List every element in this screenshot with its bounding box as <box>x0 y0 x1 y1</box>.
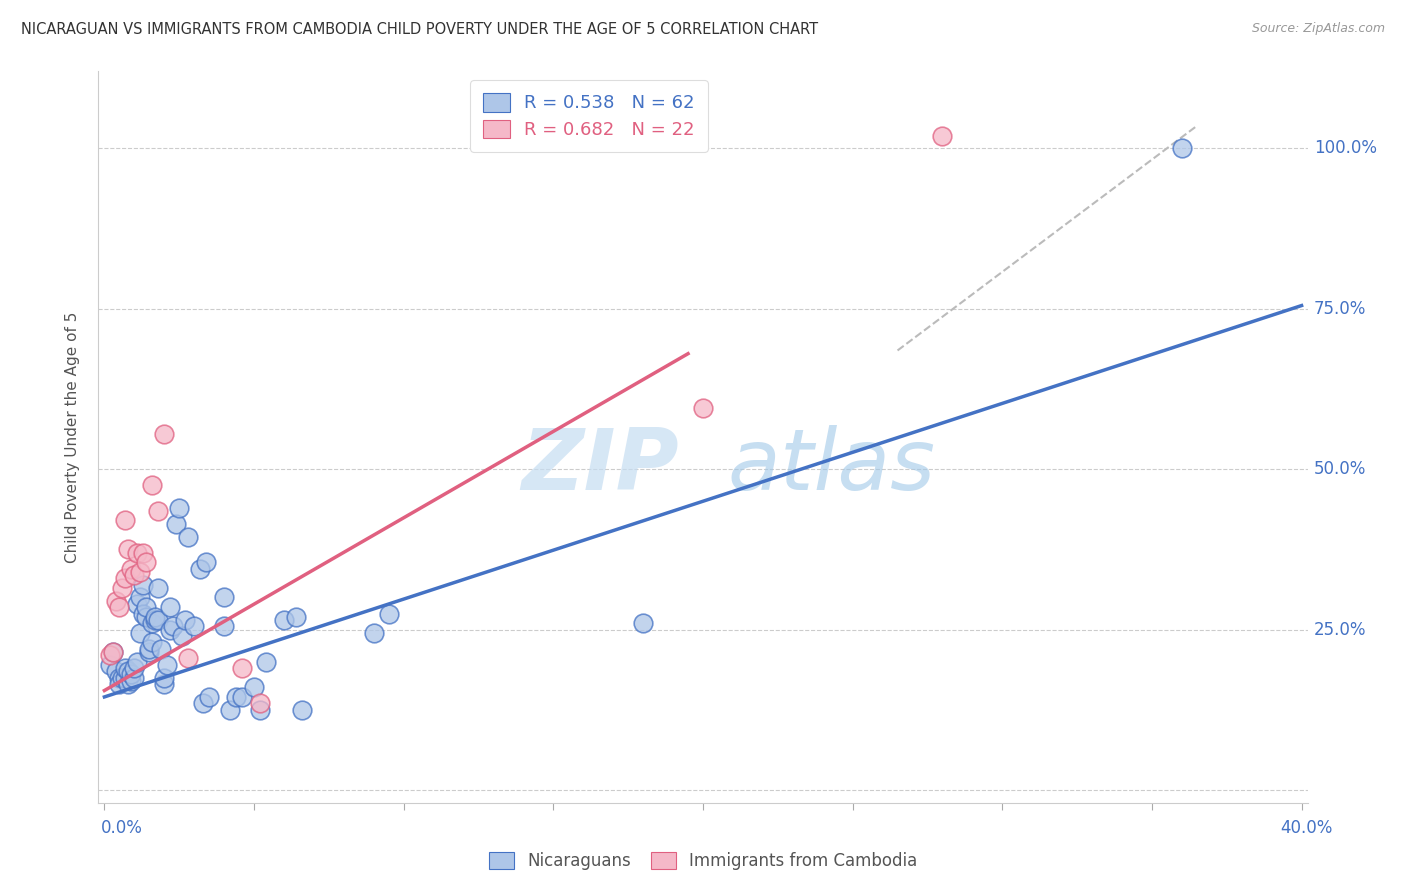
Point <box>117 677 139 691</box>
Point <box>127 655 149 669</box>
Point <box>114 571 136 585</box>
Point <box>135 555 157 569</box>
Point <box>138 645 160 659</box>
Point <box>135 600 157 615</box>
Point <box>174 613 197 627</box>
Point <box>254 655 277 669</box>
Point <box>108 671 131 685</box>
Point <box>231 661 253 675</box>
Point <box>225 690 247 704</box>
Text: 50.0%: 50.0% <box>1313 460 1367 478</box>
Point <box>114 514 136 528</box>
Point <box>212 591 235 605</box>
Point <box>141 635 163 649</box>
Text: 0.0%: 0.0% <box>101 819 143 837</box>
Point <box>135 609 157 624</box>
Point <box>363 625 385 640</box>
Point <box>148 504 170 518</box>
Point <box>1171 141 1194 155</box>
Point <box>141 616 163 631</box>
Point <box>692 401 714 416</box>
Point <box>377 607 399 621</box>
Point <box>162 619 184 633</box>
Point <box>273 613 295 627</box>
Point <box>167 500 190 515</box>
Point <box>159 623 181 637</box>
Point <box>243 681 266 695</box>
Point <box>127 545 149 559</box>
Point <box>291 703 314 717</box>
Point <box>127 597 149 611</box>
Legend: Nicaraguans, Immigrants from Cambodia: Nicaraguans, Immigrants from Cambodia <box>482 845 924 877</box>
Point <box>195 555 218 569</box>
Point <box>129 625 152 640</box>
Point <box>231 690 253 704</box>
Point <box>103 645 125 659</box>
Point <box>138 641 160 656</box>
Text: ZIP: ZIP <box>522 425 679 508</box>
Text: Source: ZipAtlas.com: Source: ZipAtlas.com <box>1251 22 1385 36</box>
Point <box>172 629 194 643</box>
Point <box>148 581 170 595</box>
Point <box>114 661 136 675</box>
Point <box>148 613 170 627</box>
Point <box>132 607 155 621</box>
Text: 25.0%: 25.0% <box>1313 621 1367 639</box>
Point <box>105 665 128 679</box>
Point <box>117 665 139 679</box>
Point <box>129 591 152 605</box>
Point <box>183 619 205 633</box>
Text: 100.0%: 100.0% <box>1313 139 1376 157</box>
Point <box>284 609 307 624</box>
Point <box>931 128 953 143</box>
Point <box>111 671 134 685</box>
Point <box>117 542 139 557</box>
Point <box>141 478 163 492</box>
Point <box>150 641 173 656</box>
Point <box>153 677 176 691</box>
Point <box>100 648 122 663</box>
Point <box>132 545 155 559</box>
Point <box>124 661 146 675</box>
Point <box>108 677 131 691</box>
Y-axis label: Child Poverty Under the Age of 5: Child Poverty Under the Age of 5 <box>65 311 80 563</box>
Point <box>120 667 142 681</box>
Point <box>124 568 146 582</box>
Point <box>177 529 200 543</box>
Point <box>103 645 125 659</box>
Point <box>143 609 166 624</box>
Point <box>159 600 181 615</box>
Text: 40.0%: 40.0% <box>1281 819 1333 837</box>
Text: NICARAGUAN VS IMMIGRANTS FROM CAMBODIA CHILD POVERTY UNDER THE AGE OF 5 CORRELAT: NICARAGUAN VS IMMIGRANTS FROM CAMBODIA C… <box>21 22 818 37</box>
Point <box>249 703 271 717</box>
Point <box>188 561 211 575</box>
Point <box>156 657 179 672</box>
Point <box>143 613 166 627</box>
Text: 75.0%: 75.0% <box>1313 300 1367 318</box>
Point <box>153 426 176 441</box>
Point <box>100 657 122 672</box>
Point <box>120 561 142 575</box>
Point <box>198 690 221 704</box>
Point <box>124 671 146 685</box>
Point <box>132 577 155 591</box>
Point <box>249 697 271 711</box>
Point <box>129 565 152 579</box>
Point <box>108 600 131 615</box>
Point <box>114 671 136 685</box>
Point <box>219 703 242 717</box>
Point <box>111 581 134 595</box>
Point <box>212 619 235 633</box>
Legend: R = 0.538   N = 62, R = 0.682   N = 22: R = 0.538 N = 62, R = 0.682 N = 22 <box>470 80 707 152</box>
Point <box>631 616 654 631</box>
Point <box>105 593 128 607</box>
Point <box>193 697 215 711</box>
Point <box>177 651 200 665</box>
Point <box>165 516 187 531</box>
Point <box>120 673 142 688</box>
Text: atlas: atlas <box>727 425 935 508</box>
Point <box>153 671 176 685</box>
